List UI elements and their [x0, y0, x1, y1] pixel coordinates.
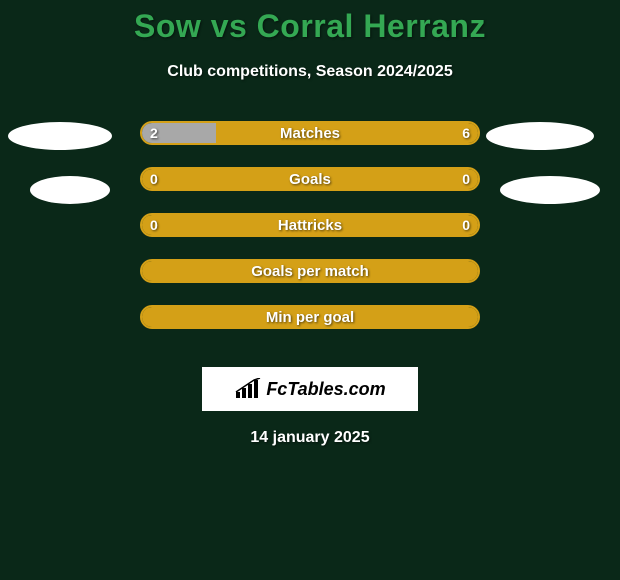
- chart-icon: [234, 378, 262, 400]
- page-title: Sow vs Corral Herranz: [0, 0, 620, 45]
- bar-right-fill: [142, 215, 478, 235]
- subtitle: Club competitions, Season 2024/2025: [0, 63, 620, 81]
- decorative-ellipse: [8, 122, 112, 150]
- bar-right-fill: [216, 123, 478, 143]
- stat-bar: [140, 259, 480, 283]
- bar-left-fill: [142, 123, 216, 143]
- stat-bar: [140, 213, 480, 237]
- bar-right-fill: [142, 307, 478, 327]
- bar-right-fill: [142, 169, 478, 189]
- stat-row: Min per goal: [0, 305, 620, 351]
- decorative-ellipse: [500, 176, 600, 204]
- stat-bar: [140, 121, 480, 145]
- stat-bar: [140, 305, 480, 329]
- stat-bar: [140, 167, 480, 191]
- decorative-ellipse: [486, 122, 594, 150]
- logo-box: FcTables.com: [202, 367, 418, 411]
- logo-text: FcTables.com: [266, 379, 385, 400]
- stat-row: Goals per match: [0, 259, 620, 305]
- date-text: 14 january 2025: [0, 429, 620, 447]
- decorative-ellipse: [30, 176, 110, 204]
- bar-right-fill: [142, 261, 478, 281]
- stats-rows: Matches26Goals00Hattricks00Goals per mat…: [0, 121, 620, 351]
- stat-row: Hattricks00: [0, 213, 620, 259]
